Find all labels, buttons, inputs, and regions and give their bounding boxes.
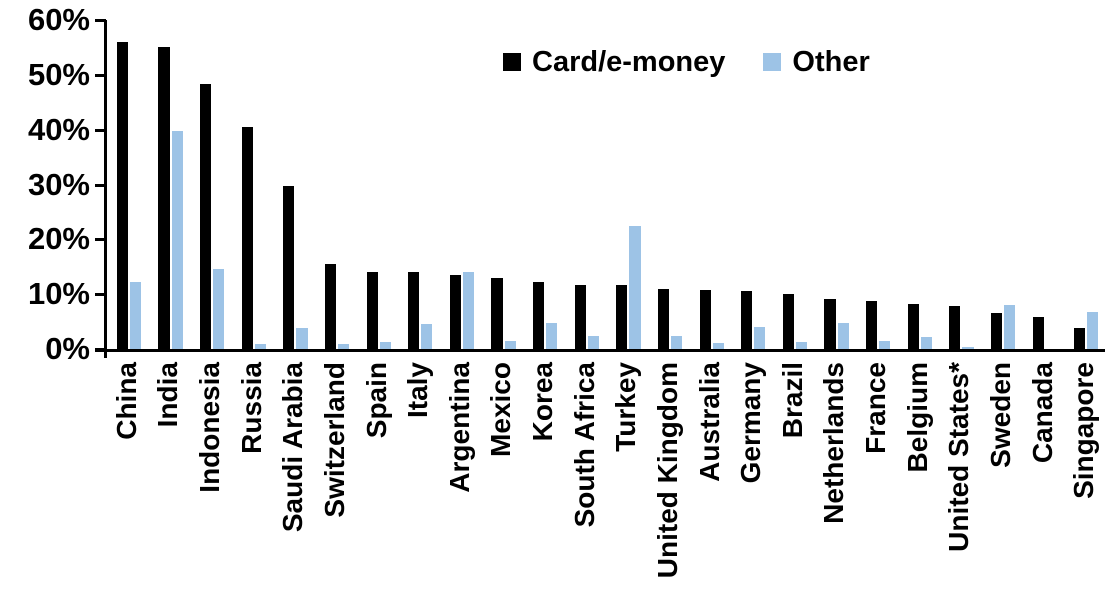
x-label-argentina: Argentina [443,362,475,493]
x-label-india: India [152,362,184,428]
x-label-united-kingdom: United Kingdom [651,362,683,579]
bar-card-germany [741,291,753,349]
bar-other-argentina [462,272,475,349]
x-label-singapore: Singapore [1068,362,1100,499]
y-tick-30% [95,183,106,187]
bar-other-france [879,341,891,349]
y-tick-60% [95,19,106,22]
bar-other-netherlands [837,323,849,349]
bar-card-belgium [907,304,919,349]
y-tick-0% [95,348,106,351]
y-tick-40% [95,128,106,132]
x-label-germany: Germany [735,362,767,484]
bar-other-indonesia [213,269,225,349]
origin-tick [104,349,107,358]
bar-card-france [866,301,878,349]
bar-other-mexico [504,341,516,349]
bar-card-south-africa [574,285,586,349]
bar-card-australia [699,290,711,349]
bar-other-russia [254,344,266,349]
bar-card-china [116,42,128,349]
y-tick-label-0%: 0% [45,331,90,366]
x-label-switzerland: Switzerland [318,362,350,518]
bar-other-italy [421,324,433,349]
bar-card-saudi-arabia [283,186,295,349]
bar-other-united-kingdom [671,336,683,349]
x-label-saudi-arabia: Saudi Arabia [277,362,309,533]
bar-other-south-africa [587,336,599,349]
y-tick-label-20%: 20% [27,221,90,257]
bar-card-turkey [616,285,628,349]
y-tick-20% [95,238,106,242]
bar-other-korea [546,323,558,349]
x-label-south-africa: South Africa [568,362,600,528]
bar-card-mexico [491,278,503,349]
x-label-netherlands: Netherlands [818,362,850,524]
x-label-united-states: United States* [943,362,975,552]
x-label-sweden: Sweden [984,362,1016,468]
bar-card-united-kingdom [657,289,670,349]
x-label-spain: Spain [360,362,392,439]
legend-label-card-e-money: Card/e-money [532,46,726,78]
x-label-italy: Italy [402,362,434,419]
bar-card-brazil [782,294,794,349]
bar-card-sweden [990,313,1003,349]
bar-other-saudi-arabia [296,328,308,349]
y-tick-label-40%: 40% [27,111,90,147]
legend-item-other: Other [763,44,870,80]
bar-card-canada [1032,317,1044,349]
bar-other-turkey [629,226,641,349]
bar-card-singapore [1074,328,1086,349]
y-tick-label-10%: 10% [27,276,90,312]
legend-label-other: Other [792,46,870,78]
bar-other-sweden [1004,305,1016,349]
x-label-belgium: Belgium [901,362,933,473]
bar-card-italy [408,272,420,349]
bar-other-australia [712,343,724,349]
bar-other-united-states [962,347,974,349]
bar-card-netherlands [824,299,836,349]
bar-other-india [171,131,183,349]
bar-card-united-states [949,306,961,349]
x-label-brazil: Brazil [776,362,808,439]
bar-other-brazil [795,342,808,349]
x-label-canada: Canada [1026,362,1058,464]
x-label-korea: Korea [527,362,559,442]
bar-card-spain [366,272,378,349]
y-tick-label-60%: 60% [27,2,90,37]
bar-other-singapore [1087,312,1099,349]
bar-card-indonesia [200,84,212,349]
x-label-france: France [860,362,892,454]
x-label-indonesia: Indonesia [194,362,226,493]
legend-swatch-card-e-money-icon [503,53,521,71]
bar-card-argentina [449,275,461,349]
bar-card-russia [241,127,253,349]
bar-other-belgium [920,337,932,349]
y-tick-label-50%: 50% [27,56,90,92]
bar-other-switzerland [338,344,350,349]
bar-card-india [158,47,170,349]
bar-card-korea [533,282,545,349]
bar-card-switzerland [324,264,337,349]
legend-swatch-other-icon [763,53,782,71]
x-label-turkey: Turkey [610,362,642,452]
x-label-china: China [110,362,142,440]
legend: Card/e-money Other [503,44,870,80]
x-label-russia: Russia [235,362,267,454]
y-tick-label-30%: 30% [27,166,90,202]
y-tick-50% [95,73,106,77]
x-axis-line [95,349,1105,352]
bar-other-germany [754,327,766,349]
legend-item-card-e-money: Card/e-money [503,44,725,80]
bar-other-china [129,282,142,349]
x-label-mexico: Mexico [485,362,517,457]
bar-other-spain [379,342,391,349]
x-label-australia: Australia [693,362,725,482]
y-tick-10% [95,293,106,297]
